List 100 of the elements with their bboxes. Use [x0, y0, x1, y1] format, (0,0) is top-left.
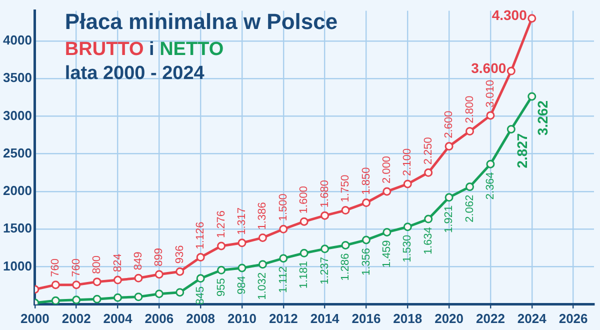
point	[362, 198, 370, 208]
data-label: 2.827	[514, 133, 530, 168]
data-label: 1.459	[380, 240, 393, 268]
point	[154, 270, 164, 279]
point	[217, 266, 226, 274]
point	[238, 238, 246, 248]
data-label: 2.800	[464, 96, 476, 124]
x-tick-label: 2012	[268, 310, 298, 326]
point	[176, 288, 184, 297]
chart-title: Płaca minimalna w Polsce	[64, 8, 338, 34]
data-label: 955	[215, 278, 228, 297]
point	[424, 214, 433, 224]
data-label: 1.680	[318, 180, 331, 208]
annotation: i	[144, 38, 160, 60]
point	[444, 142, 454, 151]
data-label: 1.181	[298, 261, 310, 289]
data-label: 1.850	[360, 167, 372, 195]
data-label: 2.600	[443, 110, 456, 138]
point	[217, 242, 226, 250]
point	[238, 264, 246, 272]
point	[113, 276, 122, 284]
data-label: 1.386	[256, 202, 269, 230]
data-label: 1.276	[215, 210, 228, 238]
point	[258, 260, 267, 269]
data-label: 2.100	[402, 148, 414, 176]
point	[51, 296, 60, 304]
data-label: 1.634	[422, 227, 434, 255]
data-label: 1.500	[277, 194, 290, 222]
point	[258, 233, 267, 242]
data-label: 800	[91, 255, 104, 274]
data-label: 760	[70, 258, 82, 277]
y-tick-label: 1500	[3, 220, 32, 236]
data-label: 1.112	[277, 266, 290, 294]
point	[382, 228, 392, 236]
data-label: 760	[50, 258, 62, 277]
data-label: 1.317	[236, 207, 248, 235]
point	[403, 180, 412, 188]
point	[320, 211, 330, 220]
data-label: 1.032	[256, 272, 269, 300]
data-label: 2.250	[422, 137, 434, 165]
data-label: 3.010	[484, 80, 496, 108]
x-tick-label: 2002	[62, 310, 91, 326]
point	[300, 248, 308, 258]
point	[341, 206, 350, 215]
point	[341, 240, 350, 250]
x-tick-label: 2020	[434, 310, 464, 326]
point	[72, 280, 81, 290]
data-label: 1.126	[194, 222, 207, 250]
data-label: 1.921	[443, 205, 456, 233]
point	[320, 244, 330, 254]
data-label: 849	[132, 252, 144, 270]
point	[134, 292, 143, 302]
x-tick-label: 2022	[476, 310, 505, 326]
data-label: 936	[174, 245, 186, 264]
point	[382, 187, 392, 196]
data-label: 3.600	[471, 60, 506, 76]
data-label: 1.286	[340, 253, 352, 281]
point	[506, 124, 516, 134]
x-tick-label: 2014	[310, 310, 340, 326]
point	[51, 280, 60, 290]
data-label: 845	[194, 286, 207, 305]
point	[466, 127, 474, 136]
point	[196, 274, 205, 283]
point	[486, 160, 495, 168]
y-tick-label: 3000	[3, 108, 32, 123]
data-label: 2.000	[380, 156, 393, 184]
y-tick-label: 3500	[3, 70, 32, 86]
x-tick-label: 2008	[186, 310, 216, 326]
data-label: 1.750	[340, 174, 352, 202]
point	[72, 296, 81, 304]
data-label: 1.356	[360, 248, 372, 276]
text: BRUTTO	[64, 38, 144, 60]
point	[403, 222, 412, 232]
point	[92, 294, 102, 304]
x-tick-label: 2000	[20, 310, 50, 326]
data-label: 899	[153, 248, 166, 266]
x-tick-label: 2004	[103, 310, 133, 326]
point	[424, 168, 433, 177]
point	[528, 14, 536, 23]
x-tick-label: 2026	[558, 310, 588, 326]
y-tick-label: 2500	[3, 145, 32, 160]
data-label: 1.530	[402, 234, 414, 262]
point	[279, 254, 288, 263]
point	[528, 92, 536, 101]
point	[486, 111, 495, 120]
point	[300, 217, 308, 226]
x-tick-label: 2006	[144, 310, 174, 326]
text: lata 2000 - 2024	[64, 62, 205, 84]
data-label: 4.300	[492, 7, 528, 24]
data-label: 1.237	[318, 256, 331, 284]
point	[134, 274, 143, 282]
data-label: 2.062	[464, 194, 476, 222]
x-tick-label: 2016	[352, 310, 381, 326]
data-label: 3.262	[534, 100, 551, 136]
point	[176, 267, 184, 276]
x-tick-label: 2024	[517, 310, 548, 326]
x-tick-label: 2010	[228, 310, 256, 326]
data-label: 1.600	[298, 186, 310, 214]
point	[279, 224, 288, 234]
point	[196, 253, 205, 262]
